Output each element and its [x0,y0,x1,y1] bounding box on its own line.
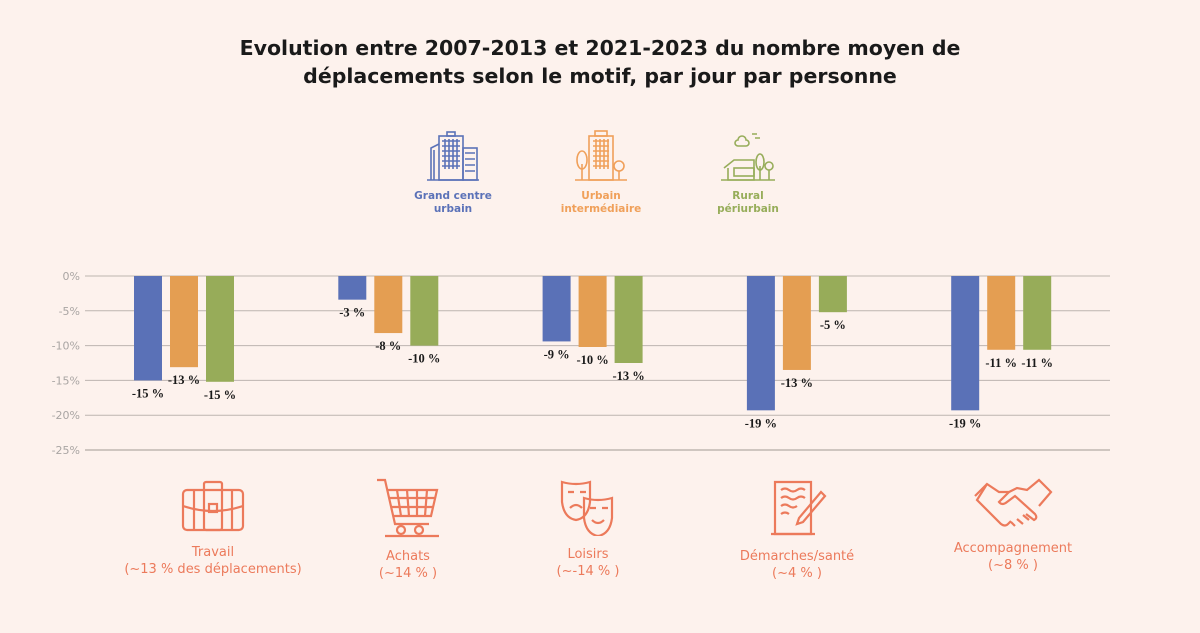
data-label: -11 % [1021,356,1053,370]
data-label: -8 % [375,339,401,353]
y-tick-label: -25% [52,444,80,457]
data-label: -15 % [204,388,236,402]
bar [818,276,847,313]
bar [746,276,775,411]
data-label: -19 % [949,416,981,430]
category-label: Démarches/santé [739,549,855,564]
legend-label-line2: intermédiaire [560,203,642,215]
bar [782,276,811,370]
briefcase-icon [181,480,245,532]
legend-item-grand-centre-urbain: Grand centre urbain [383,128,523,216]
data-label: -19 % [745,416,777,430]
data-label: -15 % [132,386,164,400]
legend-label-line2: périurbain [717,203,779,215]
category-share: (~4 % ) [772,566,822,581]
category-share: (~-14 % ) [556,564,620,579]
data-label: -11 % [985,356,1017,370]
bar [1023,276,1052,350]
legend-label-line1: Urbain [581,190,621,202]
bar [170,276,198,368]
category-label: Travail [191,545,235,560]
document-pen-icon [771,480,827,536]
building-trees-icon [575,130,627,181]
chart-title-line1: Evolution entre 2007-2013 et 2021-2023 d… [239,36,961,60]
bar [987,276,1016,350]
bar [134,276,162,381]
handshake-icon [974,478,1053,527]
bar [338,276,367,300]
bar [578,276,607,347]
y-tick-label: -20% [52,409,80,422]
shopping-cart-icon [377,478,439,538]
category-achats: Achats (~14 % ) [288,478,528,582]
legend-label-line1: Grand centre [414,190,492,202]
legend-item-urbain-intermediaire: Urbain intermédiaire [531,128,671,216]
category-travail: Travail (~13 % des déplacements) [93,478,333,578]
data-label: -13 % [612,369,644,383]
legend-label-line2: urbain [433,203,473,215]
category-share: (~13 % des déplacements) [124,562,302,577]
y-tick-label: -5% [59,305,80,318]
category-label: Accompagnement [953,541,1073,556]
category-label: Loisirs [567,547,609,562]
bar [951,276,980,411]
house-trees-icon [721,133,775,181]
bar [614,276,643,363]
data-label: -5 % [820,318,846,332]
data-label: -3 % [339,306,365,320]
legend-label-line1: Rural [732,190,764,202]
bar [410,276,439,346]
category-share: (~8 % ) [988,558,1038,573]
category-demarches-sante: Démarches/santé (~4 % ) [677,478,917,582]
bar [542,276,571,342]
category-accompagnement: Accompagnement (~8 % ) [893,478,1133,574]
data-label: -10 % [576,353,608,367]
theater-masks-icon [560,480,614,536]
category-share: (~14 % ) [378,566,438,581]
chart-title-line2: déplacements selon le motif, par jour pa… [303,64,897,88]
city-buildings-icon [427,131,479,181]
bar [206,276,234,382]
bar [374,276,403,334]
category-loisirs: Loisirs (~-14 % ) [468,478,708,580]
chart-title: Evolution entre 2007-2013 et 2021-2023 d… [0,34,1200,90]
category-label: Achats [386,549,430,564]
y-tick-label: 0% [63,270,80,283]
y-tick-label: -15% [52,374,80,387]
data-label: -13 % [781,376,813,390]
data-label: -10 % [408,352,440,366]
legend-item-rural-periurbain: Rural périurbain [678,128,818,216]
data-label: -9 % [544,347,570,361]
y-tick-label: -10% [52,340,80,353]
data-label: -13 % [168,373,200,387]
